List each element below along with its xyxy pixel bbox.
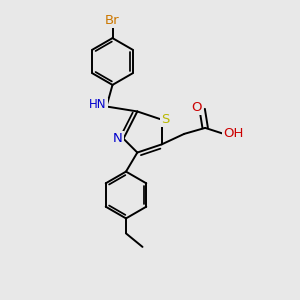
Text: OH: OH [223,128,244,140]
Text: S: S [161,113,170,126]
Text: HN: HN [89,98,107,112]
Text: O: O [191,101,202,114]
Text: Br: Br [105,14,120,27]
Text: N: N [113,132,123,145]
